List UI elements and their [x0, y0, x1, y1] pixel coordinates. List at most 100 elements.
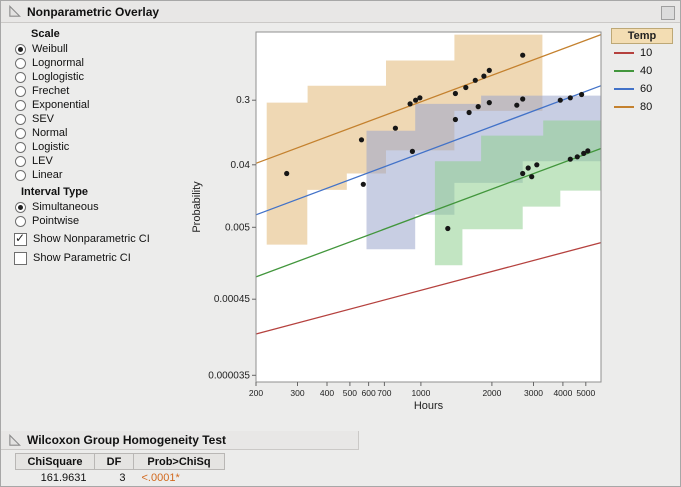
- disclosure-triangle-icon[interactable]: [8, 5, 21, 18]
- x-axis[interactable]: 200 300 400 500 600 700 1000 2000 3000 4000 5000: [249, 382, 596, 398]
- y-tick-label: 0.04: [231, 160, 251, 171]
- radio-label: Lognormal: [32, 57, 84, 69]
- data-points-80[interactable]: [284, 52, 526, 177]
- table-cell: <.0001*: [141, 472, 180, 484]
- disclosure-triangle-icon[interactable]: [8, 433, 21, 447]
- data-point[interactable]: [284, 170, 290, 177]
- data-point[interactable]: [445, 225, 451, 232]
- radio-label: Normal: [32, 127, 68, 139]
- radio-icon-normal[interactable]: [15, 127, 26, 139]
- legend-item-40[interactable]: 40: [611, 62, 673, 80]
- radio-icon-lev[interactable]: [15, 155, 26, 167]
- scroll-corner-box[interactable]: [661, 6, 675, 20]
- data-point[interactable]: [463, 84, 469, 91]
- interval-type-group-label: Interval Type: [21, 186, 89, 198]
- radio-option-exponential[interactable]: Exponential: [13, 98, 233, 112]
- data-point[interactable]: [520, 96, 526, 102]
- data-point[interactable]: [581, 150, 587, 156]
- legend-label: 80: [640, 101, 653, 113]
- checkbox-icon[interactable]: [14, 231, 27, 246]
- data-point[interactable]: [409, 148, 415, 154]
- legend-item-60[interactable]: 60: [611, 80, 673, 98]
- radio-icon-lognormal[interactable]: [15, 57, 26, 69]
- data-point[interactable]: [360, 181, 366, 187]
- controls-panel: Scale Weibull Lognormal Loglogistic Frechet…: [13, 28, 233, 266]
- radio-icon-simultaneous[interactable]: [15, 201, 26, 213]
- radio-option-weibull[interactable]: Weibull: [13, 42, 233, 56]
- data-point[interactable]: [466, 109, 472, 116]
- legend-item-10[interactable]: 10: [611, 44, 673, 62]
- data-point[interactable]: [481, 73, 487, 79]
- ci-checkboxes: Show Nonparametric CI Show Parametric CI: [13, 231, 233, 266]
- radio-option-simultaneous[interactable]: Simultaneous: [13, 200, 233, 214]
- data-point[interactable]: [417, 95, 423, 101]
- checkbox-show-nonparametric-ci[interactable]: Show Nonparametric CI: [13, 231, 233, 247]
- data-point[interactable]: [514, 102, 520, 108]
- data-point[interactable]: [579, 91, 585, 98]
- radio-icon-weibull[interactable]: [15, 43, 26, 55]
- radio-label: Pointwise: [32, 215, 80, 227]
- radio-icon-logistic[interactable]: [15, 141, 26, 153]
- radio-icon-pointwise[interactable]: [15, 215, 26, 227]
- y-tick-label: 0.000035: [208, 370, 250, 381]
- data-points-40[interactable]: [445, 148, 591, 232]
- legend-item-80[interactable]: 80: [611, 98, 673, 116]
- data-point[interactable]: [567, 95, 573, 101]
- checkbox-icon[interactable]: [14, 251, 27, 265]
- data-point[interactable]: [574, 154, 580, 160]
- y-axis-title: Probability: [191, 181, 203, 233]
- radio-icon-linear[interactable]: [15, 169, 26, 181]
- data-points-60[interactable]: [360, 91, 585, 187]
- column-header-prob-chisq: Prob>ChiSq: [133, 453, 225, 470]
- radio-label: Logistic: [32, 141, 70, 153]
- outline-header-nonparametric-overlay[interactable]: Nonparametric Overlay: [1, 1, 680, 23]
- data-point[interactable]: [585, 148, 591, 154]
- checkbox-show-parametric-ci[interactable]: Show Parametric CI: [13, 250, 233, 266]
- data-point[interactable]: [520, 52, 526, 58]
- radio-option-lognormal[interactable]: Lognormal: [13, 56, 233, 70]
- radio-option-loglogistic[interactable]: Loglogistic: [13, 70, 233, 84]
- data-point[interactable]: [520, 170, 526, 177]
- x-tick-label: 500: [343, 388, 357, 398]
- data-point[interactable]: [472, 77, 478, 83]
- data-point[interactable]: [475, 104, 481, 110]
- legend-label: 40: [640, 65, 653, 77]
- radio-label: Frechet: [32, 85, 70, 97]
- legend-items: 10 40 60 80: [611, 44, 673, 116]
- radio-option-pointwise[interactable]: Pointwise: [13, 214, 233, 228]
- legend-title[interactable]: Temp: [611, 28, 673, 44]
- data-point[interactable]: [557, 97, 563, 103]
- data-point[interactable]: [452, 90, 458, 97]
- radio-option-normal[interactable]: Normal: [13, 126, 233, 140]
- y-axis[interactable]: 0.3 0.04 0.005 0.00045 0.000035: [208, 95, 256, 381]
- radio-option-frechet[interactable]: Frechet: [13, 84, 233, 98]
- radio-icon-sev[interactable]: [15, 113, 26, 125]
- data-point[interactable]: [486, 100, 492, 106]
- data-point[interactable]: [452, 116, 458, 123]
- radio-label: SEV: [32, 113, 55, 125]
- data-point[interactable]: [358, 137, 365, 143]
- data-point[interactable]: [392, 125, 398, 131]
- radio-icon-loglogistic[interactable]: [15, 71, 26, 83]
- data-point[interactable]: [534, 162, 540, 168]
- data-point[interactable]: [525, 165, 531, 171]
- radio-option-lev[interactable]: LEV: [13, 154, 233, 168]
- wilcoxon-table: ChiSquare DF Prob>ChiSq 161.9631 3 <.0001*: [15, 453, 225, 486]
- y-tick-label: 0.3: [236, 95, 250, 106]
- data-point[interactable]: [407, 101, 413, 107]
- data-point[interactable]: [567, 156, 573, 162]
- data-point[interactable]: [486, 67, 492, 73]
- radio-option-sev[interactable]: SEV: [13, 112, 233, 126]
- radio-option-linear[interactable]: Linear: [13, 168, 233, 182]
- radio-option-logistic[interactable]: Logistic: [13, 140, 233, 154]
- outline-header-wilcoxon[interactable]: Wilcoxon Group Homogeneity Test: [1, 431, 359, 450]
- probability-plot: 200 300 400 500 600 700 1000 2000 3000 4000 5000 0.…: [191, 31, 602, 412]
- wilcoxon-title: Wilcoxon Group Homogeneity Test: [27, 433, 227, 447]
- fit-line-80: [255, 33, 602, 164]
- fit-line-60: [255, 85, 602, 216]
- data-point[interactable]: [413, 97, 419, 103]
- radio-icon-exponential[interactable]: [15, 99, 26, 111]
- radio-icon-frechet[interactable]: [15, 85, 26, 97]
- data-point[interactable]: [529, 174, 535, 180]
